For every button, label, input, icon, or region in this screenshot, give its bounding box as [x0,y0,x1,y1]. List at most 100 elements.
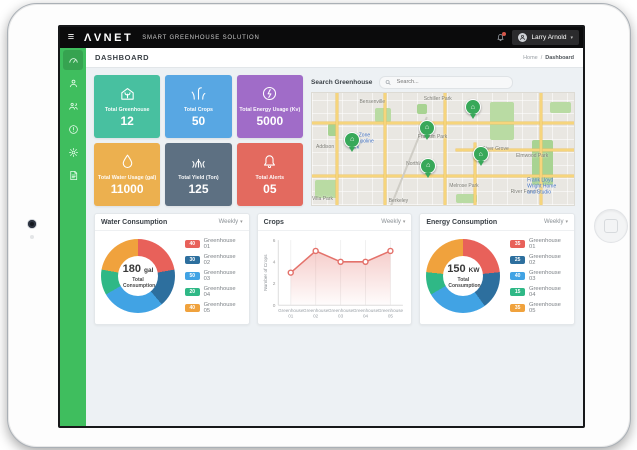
tile-value: 05 [263,182,277,196]
greenhouse-map-marker[interactable]: ⌂ [472,146,489,167]
legend-item: 35 Greenhouse 05 [510,302,568,314]
svg-text:Number of Crops: Number of Crops [262,254,268,291]
donut-chart: 180 gal Total Consumption [101,239,175,313]
legend-item: 15 Greenhouse 04 [510,286,568,298]
sidebar [60,48,86,426]
map-park [550,101,572,114]
svg-text:Greenhouse: Greenhouse [278,308,304,313]
legend-item: 50 Greenhouse 03 [185,270,243,282]
menu-icon[interactable]: ≡ [67,31,75,43]
stat-tile[interactable]: Total Alerts 05 [236,143,303,206]
search-input[interactable] [394,78,508,86]
legend-label: Greenhouse 05 [203,302,236,314]
card-title: Crops [263,218,284,226]
sidebar-item-greenhouses[interactable] [63,96,83,116]
svg-text:03: 03 [338,314,344,319]
map-park [314,180,339,199]
stat-tile[interactable]: Total Water Usage (gal) 11000 [94,143,161,206]
svg-text:01: 01 [288,314,294,319]
svg-text:02: 02 [313,314,319,319]
donut-center-label: Total Consumption [123,276,156,289]
map-road [444,93,447,205]
notification-badge [502,31,507,36]
map-road [335,93,338,205]
user-icon [518,33,528,42]
legend-label: Greenhouse 04 [203,286,236,298]
home-button-square [604,219,618,233]
legend-label: Greenhouse 03 [528,270,561,282]
stat-tile[interactable]: Total Crops 50 [165,75,232,138]
donut-chart: 150 KW Total Consumption [426,239,501,313]
page-title: DASHBOARD [95,53,150,62]
tile-value: 5000 [256,114,284,128]
map-park [327,124,339,136]
card-title: Energy Consumption [426,218,498,226]
legend-value-badge: 35 [510,304,525,312]
donut-center-value: 180 gal [122,262,154,275]
legend-value-badge: 25 [510,256,525,264]
crops-icon [191,87,206,100]
tile-value: 125 [188,182,209,196]
stat-tile[interactable]: Total Greenhouse 12 [94,75,161,138]
sidebar-item-alerts[interactable] [63,119,83,139]
svg-text:2: 2 [272,281,275,287]
map-park [456,193,478,203]
stat-tile[interactable]: Total Energy Usage (Kv) 5000 [236,75,303,138]
topbar: ≡ ΛVNET SMART GREENHOUSE SOLUTION Larry … [60,27,583,48]
legend-label: Greenhouse 01 [528,238,561,250]
greenhouse-map-marker[interactable]: ⌂ [344,131,361,152]
map-town-label: Villa Park [311,196,333,203]
map-road [312,122,574,125]
crops-line-chart: 0 2 4 6 Number of Crops Greenhouse 01 Greenhous… [258,231,412,324]
legend-label: Greenhouse 02 [528,254,561,266]
donut-center-value: 150 KW [447,262,480,275]
period-dropdown[interactable]: Weekly ▾ [218,219,243,225]
user-menu[interactable]: Larry Arnold ▾ [512,30,579,45]
map-park [490,101,514,141]
app-title: SMART GREENHOUSE SOLUTION [142,35,260,41]
legend-label: Greenhouse 05 [528,302,561,314]
avnet-logo: ΛVNET [84,31,134,44]
users-icon [68,102,78,110]
crops-card: Crops Weekly ▾ 0 2 4 6 Number of Crops Greenho… [256,213,413,325]
tile-label: Total Crops [183,107,214,113]
caret-down-icon: ▾ [402,219,406,225]
search-label: Search Greenhouse [311,78,373,86]
tile-label: Total Greenhouse [104,107,150,113]
stat-tile[interactable]: Total Yield (Ton) 125 [165,143,232,206]
caret-down-icon: ▾ [240,219,243,225]
greenhouse-map-marker[interactable]: ⌂ [418,119,435,140]
chart-legend: 40 Greenhouse 01 30 Greenhouse 02 50 Greenhou… [185,238,243,314]
greenhouse-map[interactable]: Bensenville Schiller Park Addison Franklin … [311,92,575,206]
map-town-label: Northlake [406,160,428,167]
legend-label: Greenhouse 02 [203,254,236,266]
water-drop-icon [122,154,132,169]
map-park [532,140,554,185]
greenhouse-map-marker[interactable]: ⌂ [420,157,437,178]
map-town-label: Schiller Park [423,95,452,102]
period-dropdown[interactable]: Weekly ▾ [543,219,569,225]
map-road [384,93,387,205]
sidebar-item-dashboard[interactable] [63,50,83,70]
legend-item: 40 Greenhouse 05 [185,302,243,314]
map-road [312,174,574,177]
notification-icon[interactable] [493,31,507,45]
profile-icon [69,79,77,87]
sidebar-item-settings[interactable] [63,142,83,162]
sidebar-item-reports[interactable] [63,165,83,185]
svg-text:0: 0 [272,303,275,309]
period-dropdown[interactable]: Weekly ▾ [381,219,406,225]
svg-text:4: 4 [272,260,275,266]
breadcrumb-home[interactable]: Home [523,54,538,61]
map-section: Search Greenhouse [311,75,575,206]
tile-label: Total Yield (Ton) [178,175,219,181]
home-button[interactable] [594,209,628,243]
camera-dot [28,220,36,228]
legend-value-badge: 50 [185,272,200,280]
greenhouse-map-marker[interactable]: ⌂ [464,99,481,120]
map-park [416,104,428,115]
bell-icon [264,155,276,169]
breadcrumb-current: Dashboard [545,54,574,61]
svg-text:Greenhouse: Greenhouse [303,308,329,313]
sidebar-item-profile[interactable] [63,73,83,93]
